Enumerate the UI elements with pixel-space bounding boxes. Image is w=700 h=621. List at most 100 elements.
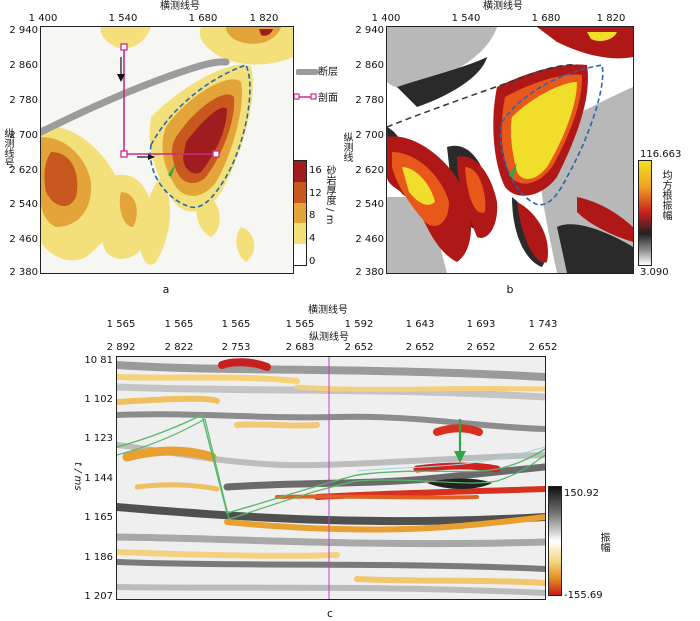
rms-colorbar-max: 116.663: [640, 149, 682, 160]
panel-b-y-tick: 2 940: [355, 25, 384, 36]
crossline-tick: 2 892: [106, 342, 136, 353]
inline-tick: 1 565: [106, 319, 136, 330]
time-axis-label: t / ms: [72, 462, 83, 491]
inline-tick: 1 565: [164, 319, 194, 330]
time-tick: 1 144: [84, 473, 113, 484]
rms-colorbar: [638, 160, 652, 266]
panel-a-x-tick: 1 820: [249, 13, 279, 24]
panel-b-top-axis-title: 横测线号: [483, 1, 523, 12]
fault-trace: [41, 58, 230, 136]
time-tick: 1 165: [84, 512, 113, 523]
inline-tick: 1 565: [221, 319, 251, 330]
panel-b-x-tick: 1 400: [371, 13, 401, 24]
crossline-tick: 2 652: [466, 342, 496, 353]
section-legend-label: 剖面: [318, 93, 338, 104]
panel-b-y-axis-title: 纵测线: [341, 132, 352, 162]
panel-a-y-tick: 2 860: [9, 60, 38, 71]
rms-amplitude-map: [387, 27, 633, 273]
panel-a-x-tick: 1 680: [188, 13, 218, 24]
panel-b-y-tick: 2 860: [355, 60, 384, 71]
thickness-tick: 8: [309, 210, 316, 221]
section-node: [120, 150, 128, 158]
amplitude-colorbar-title: 振幅: [598, 532, 609, 552]
rms-colorbar-min: 3.090: [640, 267, 669, 278]
time-tick: 10 81: [84, 355, 113, 366]
thickness-colorbar-step: [294, 202, 306, 224]
time-tick: 1 207: [84, 591, 113, 602]
fault-legend-swatch: [296, 68, 328, 76]
target-outline: [149, 64, 251, 209]
panel-b-y-tick: 2 540: [355, 199, 384, 210]
panel-b-x-tick: 1 680: [531, 13, 561, 24]
crossline-tick: 2 822: [164, 342, 194, 353]
panel-b-label: b: [506, 283, 514, 296]
panel-b-y-tick: 2 460: [355, 234, 384, 245]
panel-a-map: [40, 26, 294, 274]
panel-c-label: c: [326, 607, 334, 620]
thickness-tick: 4: [309, 233, 316, 244]
panel-b-map: [386, 26, 634, 274]
amplitude-colorbar-min: -155.69: [564, 590, 603, 601]
horizon-top: [117, 413, 545, 514]
thickness-colorbar-step: [294, 223, 306, 245]
panel-a-y-tick: 2 700: [9, 130, 38, 141]
direction-arrow-icon: [148, 154, 155, 160]
direction-arrow-icon: [117, 74, 125, 82]
thickness-colorbar-title: 砂岩厚度 / m: [324, 165, 335, 225]
panel-b-y-tick: 2 380: [355, 267, 384, 278]
green-arrow-icon: [509, 163, 517, 179]
green-arrow-icon: [454, 451, 466, 463]
amplitude-colorbar-max: 150.92: [564, 488, 599, 499]
fault-legend-label: 断层: [318, 67, 338, 78]
seismic-amplitude-section: [117, 357, 545, 599]
panel-a-top-axis-title: 横测线号: [160, 1, 200, 12]
inline-tick: 1 565: [285, 319, 315, 330]
time-tick: 1 123: [84, 433, 113, 444]
panel-c-top-axis-title-1: 横测线号: [308, 305, 348, 316]
panel-a-y-tick: 2 620: [9, 165, 38, 176]
thickness-tick: 16: [309, 165, 322, 176]
panel-a-y-tick: 2 460: [9, 234, 38, 245]
panel-b-y-tick: 2 700: [355, 130, 384, 141]
green-arrow-icon: [168, 163, 176, 177]
panel-a-y-tick: 2 380: [9, 267, 38, 278]
time-tick: 1 186: [84, 552, 113, 563]
panel-b-x-tick: 1 820: [596, 13, 626, 24]
inline-tick: 1 693: [466, 319, 496, 330]
crossline-tick: 2 683: [285, 342, 315, 353]
crossline-tick: 2 753: [221, 342, 251, 353]
panel-a-y-axis-title: 纵测线号: [2, 128, 13, 168]
inline-tick: 1 592: [344, 319, 374, 330]
rms-colorbar-title: 均方根振幅: [660, 170, 671, 220]
time-tick: 1 102: [84, 394, 113, 405]
amplitude-colorbar: [548, 486, 562, 596]
thickness-colorbar-step: [294, 244, 306, 265]
crossline-tick: 2 652: [344, 342, 374, 353]
section-node: [120, 43, 128, 51]
panel-b-y-tick: 2 780: [355, 95, 384, 106]
sandstone-thickness-map: [41, 27, 293, 265]
panel-b-y-tick: 2 620: [355, 165, 384, 176]
section-node: [212, 150, 220, 158]
panel-a-y-tick: 2 780: [9, 95, 38, 106]
section-legend-swatch: [294, 92, 318, 102]
panel-b-x-tick: 1 540: [451, 13, 481, 24]
panel-c-top-axis-title-2: 纵测线号: [309, 332, 349, 343]
panel-a-label: a: [162, 283, 170, 296]
thickness-tick: 0: [309, 256, 316, 267]
thickness-tick: 12: [309, 188, 322, 199]
inline-tick: 1 643: [405, 319, 435, 330]
target-outline: [499, 64, 604, 206]
thickness-colorbar: [293, 160, 307, 266]
crossline-tick: 2 652: [405, 342, 435, 353]
thickness-colorbar-step: [294, 181, 306, 203]
crossline-tick: 2 652: [528, 342, 558, 353]
panel-a-x-tick: 1 400: [28, 13, 58, 24]
seismic-section: [116, 356, 546, 600]
panel-a-y-tick: 2 940: [9, 25, 38, 36]
thickness-colorbar-step: [294, 161, 306, 182]
panel-a-y-tick: 2 540: [9, 199, 38, 210]
horizon-aux: [356, 446, 545, 472]
panel-a-x-tick: 1 540: [108, 13, 138, 24]
horizon-base: [117, 418, 545, 520]
